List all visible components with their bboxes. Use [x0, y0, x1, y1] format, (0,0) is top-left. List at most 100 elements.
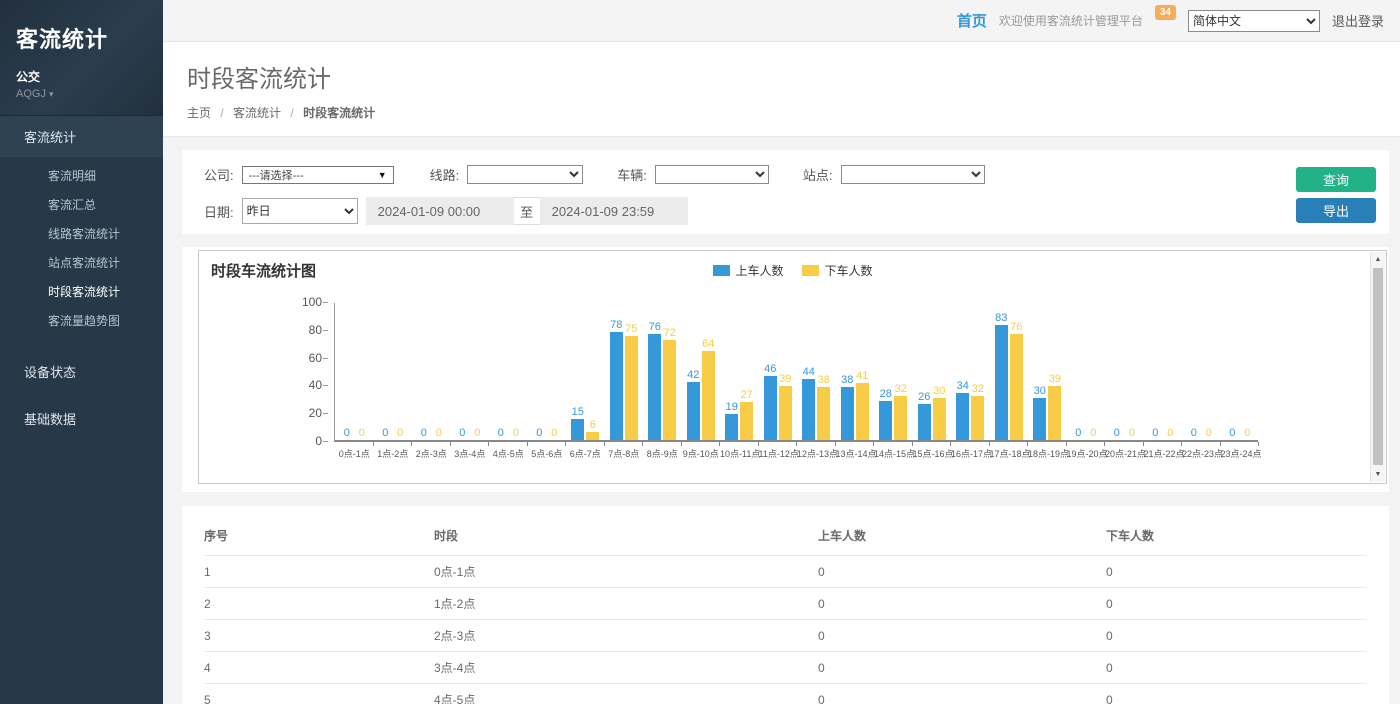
line-select[interactable]: [467, 165, 584, 184]
table-cell: 2点-3点: [434, 619, 818, 652]
boarding-bar-column: 30: [1033, 385, 1047, 440]
y-tick-label: 20: [308, 406, 322, 421]
bar-value-label: 0: [551, 427, 558, 439]
alighting-bar-column: 72: [663, 327, 677, 440]
date-from-input[interactable]: [365, 197, 514, 225]
chart-scrollbar[interactable]: ▲ ▼: [1370, 252, 1385, 482]
breadcrumb-home[interactable]: 主页: [187, 106, 212, 120]
bar-value-label: 0: [358, 427, 365, 439]
bar-value-label: 0: [1090, 427, 1097, 439]
logout-link[interactable]: 退出登录: [1331, 14, 1384, 29]
query-button[interactable]: 查询: [1296, 167, 1376, 192]
y-axis: 0 20 40 60 80 100: [292, 295, 328, 448]
home-link[interactable]: 首页: [956, 13, 987, 30]
sidebar-item-device-status[interactable]: 设备状态: [24, 365, 77, 380]
scroll-down-icon[interactable]: ▼: [1374, 471, 1382, 478]
export-button[interactable]: 导出: [1296, 198, 1376, 223]
sidebar-item-line-stats[interactable]: 线路客流统计: [48, 227, 121, 241]
bar-value-label: 38: [817, 374, 830, 387]
sidebar-item-period-stats[interactable]: 时段客流统计: [48, 285, 121, 299]
bar-value-label: 76: [648, 321, 661, 334]
x-axis-label: 17点-18点: [989, 449, 1031, 459]
scroll-up-icon[interactable]: ▲: [1374, 256, 1382, 263]
table-cell: 3点-4点: [434, 651, 818, 684]
bar-value-label: 41: [856, 370, 869, 383]
x-tick-mark: [605, 442, 643, 446]
content: 公司: ---请选择--- ▼ 线路: 车辆: 站点: 日期: 昨日: [163, 137, 1400, 704]
breadcrumb-section[interactable]: 客流统计: [233, 106, 282, 120]
breadcrumb: 主页 / 客流统计 / 时段客流统计: [187, 104, 1376, 121]
topbar: 首页 欢迎使用客流统计管理平台 34 简体中文 退出登录: [163, 0, 1400, 42]
table-row: 5 4点-5点 0 0: [204, 683, 1367, 704]
sidebar-item-passenger-detail[interactable]: 客流明细: [48, 169, 97, 183]
bar-value-label: 0: [397, 427, 404, 439]
page-heading: 时段客流统计 主页 / 客流统计 / 时段客流统计: [163, 42, 1400, 137]
date-to-input[interactable]: [539, 197, 688, 225]
sidebar: 客流统计 公交 AQGJ ▾ 客流统计 客流明细 客流汇总 线路客流统计 站点客…: [0, 0, 163, 704]
boarding-bar-column: 0: [456, 427, 469, 440]
boarding-bar: [956, 392, 970, 440]
chart-category-group: 38 41: [836, 303, 875, 440]
x-tick-mark: [1067, 442, 1105, 446]
y-tick-mark: [323, 385, 328, 387]
table-cell: 0: [818, 555, 1106, 588]
x-axis-label: 14点-15点: [874, 449, 916, 459]
sidebar-item-passenger-summary[interactable]: 客流汇总: [48, 198, 97, 212]
alighting-bar: [971, 395, 985, 440]
boarding-bar-column: 0: [379, 427, 392, 440]
alighting-bar-column: 0: [1164, 427, 1177, 440]
scrollbar-thumb[interactable]: [1373, 268, 1383, 465]
boarding-bar: [763, 376, 777, 440]
company-select[interactable]: ---请选择--- ▼: [241, 165, 394, 184]
period-stats-table: 序号 时段 上车人数 下车人数 1 0点-1点 0 0 2 1点-2点 0 0 3 2点-3点 0 0…: [204, 519, 1367, 704]
bar-value-label: 0: [420, 427, 427, 439]
org-code-dropdown[interactable]: AQGJ ▾: [16, 88, 149, 100]
bar-value-label: 0: [1190, 427, 1197, 439]
bar-value-label: 6: [589, 418, 596, 431]
y-tick-mark: [323, 413, 328, 415]
sidebar-item-trend-chart[interactable]: 客流量趋势图: [48, 314, 121, 328]
welcome-text: 欢迎使用客流统计管理平台: [998, 14, 1143, 28]
chart-legend: 上车人数 下车人数: [712, 262, 873, 279]
table-cell: 0: [1106, 651, 1367, 684]
bar-value-label: 0: [497, 427, 504, 439]
boarding-bar: [879, 401, 893, 440]
bar-value-label: 0: [1152, 427, 1159, 439]
date-preset-select[interactable]: 昨日: [241, 198, 358, 224]
table-row: 2 1点-2点 0 0: [204, 587, 1367, 620]
notification-badge: 34: [1154, 5, 1176, 20]
vehicle-select[interactable]: [654, 165, 769, 184]
table-cell: 0: [818, 683, 1106, 704]
breadcrumb-separator: /: [220, 106, 224, 120]
page-title: 时段客流统计: [187, 66, 331, 93]
bar-value-label: 64: [702, 338, 715, 351]
table-cell: 5: [204, 683, 434, 704]
x-tick-mark: [374, 442, 412, 446]
alighting-bar: [894, 395, 908, 440]
sidebar-section-passenger-stats[interactable]: 客流统计: [0, 115, 163, 157]
y-tick-mark: [323, 329, 328, 331]
boarding-bar-column: 83: [994, 312, 1008, 440]
chart-category-group: 19 27: [720, 303, 759, 440]
alighting-bar: [663, 339, 677, 440]
table-cell: 2: [204, 587, 434, 620]
table-cell: 0: [818, 619, 1106, 652]
alighting-bar-column: 0: [394, 427, 407, 440]
station-select[interactable]: [840, 165, 985, 184]
boarding-bar-column: 46: [763, 363, 777, 440]
x-tick-mark: [1105, 442, 1144, 446]
date-to-label: 至: [513, 197, 540, 225]
x-tick-mark: [720, 442, 759, 446]
x-axis-label: 23点-24点: [1220, 449, 1262, 459]
sidebar-item-base-data[interactable]: 基础数据: [24, 412, 77, 427]
boarding-bar-column: 34: [956, 380, 970, 440]
chart-plot: 0 20 40 60 80 100 0 0 0 0 0 0 0 0 0 0 0 0 15 6 78 75 76 72 42 64…: [302, 295, 1262, 460]
bar-value-label: 27: [740, 389, 753, 402]
boarding-bar: [1033, 398, 1047, 440]
language-select[interactable]: 简体中文: [1187, 9, 1320, 32]
sidebar-item-station-stats[interactable]: 站点客流统计: [48, 256, 121, 270]
